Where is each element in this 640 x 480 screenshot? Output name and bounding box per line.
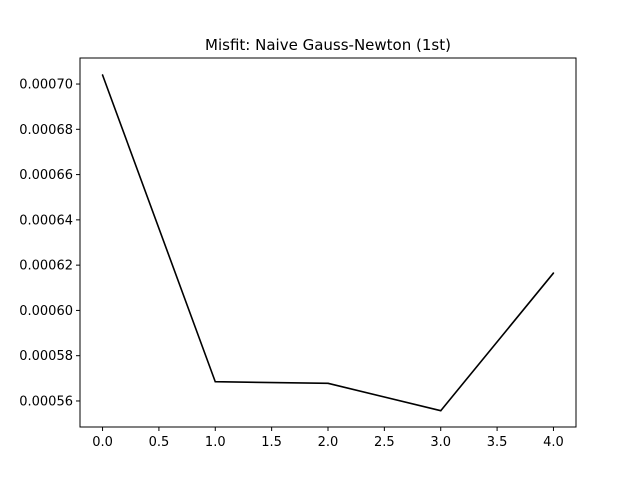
plot-frame (79, 57, 577, 428)
x-tick-label: 1.0 (205, 435, 226, 450)
y-tick-label: 0.00064 (19, 213, 73, 228)
data-point (327, 382, 329, 385)
y-axis: 0.00056 0.00058 0.00060 0.00062 0.00064 0.000… (19, 78, 80, 409)
x-tick-label: 0.0 (92, 435, 113, 450)
x-tick-label: 3.0 (430, 435, 451, 450)
data-point (552, 272, 555, 274)
y-tick-label: 0.00062 (19, 259, 73, 274)
y-tick-label: 0.00056 (19, 394, 73, 409)
y-tick-label: 0.00068 (19, 123, 73, 138)
y-tick-label: 0.00066 (19, 168, 73, 183)
chart-title: Misfit: Naive Gauss-Newton (1st) (205, 36, 451, 54)
x-axis: 0.0 0.5 1.0 1.5 2.0 2.5 3.0 3.5 4.0 (92, 427, 564, 450)
data-point (214, 380, 217, 383)
series-line-0 (101, 74, 555, 412)
x-tick-label: 3.5 (487, 435, 508, 450)
x-tick-label: 4.0 (543, 435, 564, 450)
y-tick-label: 0.00070 (19, 78, 73, 93)
plot-area (101, 74, 555, 412)
data-point (101, 74, 104, 76)
data-point (439, 409, 442, 412)
x-tick-label: 2.0 (318, 435, 339, 450)
x-tick-label: 2.5 (374, 435, 395, 450)
y-tick-label: 0.00058 (19, 349, 73, 364)
x-tick-label: 0.5 (149, 435, 170, 450)
x-tick-label: 1.5 (261, 435, 282, 450)
y-tick-label: 0.00060 (19, 304, 73, 319)
